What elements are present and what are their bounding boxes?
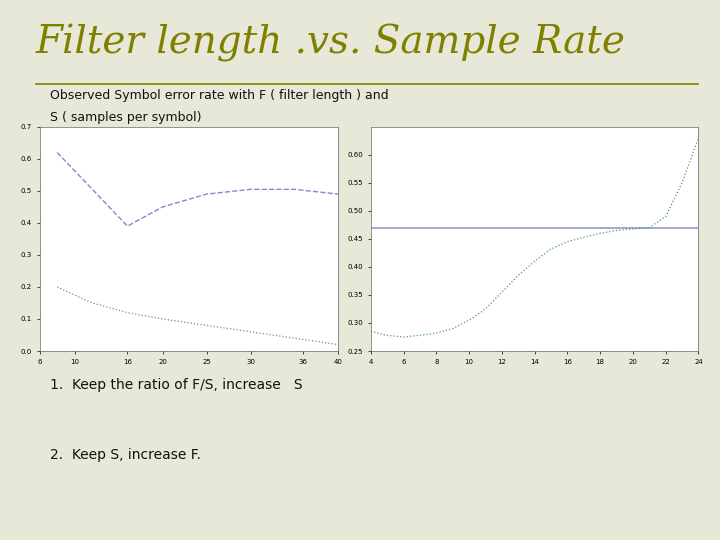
Text: 1.  Keep the ratio of F/S, increase   S: 1. Keep the ratio of F/S, increase S <box>50 378 303 392</box>
Text: 2.  Keep S, increase F.: 2. Keep S, increase F. <box>50 448 202 462</box>
Text: Observed Symbol error rate with F ( filter length ) and: Observed Symbol error rate with F ( filt… <box>50 89 389 102</box>
Text: Filter length .vs. Sample Rate: Filter length .vs. Sample Rate <box>36 24 626 62</box>
Text: S ( samples per symbol): S ( samples per symbol) <box>50 111 202 124</box>
